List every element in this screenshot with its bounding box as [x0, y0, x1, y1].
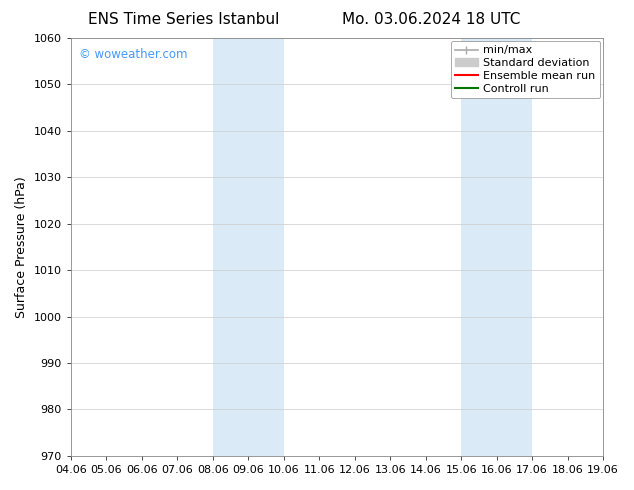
Bar: [461, 38, 532, 456]
Y-axis label: Surface Pressure (hPa): Surface Pressure (hPa): [15, 176, 28, 318]
Legend: min/max, Standard deviation, Ensemble mean run, Controll run: min/max, Standard deviation, Ensemble me…: [451, 41, 600, 98]
Text: ENS Time Series Istanbul: ENS Time Series Istanbul: [88, 12, 280, 27]
Text: © woweather.com: © woweather.com: [79, 48, 187, 61]
Bar: [212, 38, 283, 456]
Text: Mo. 03.06.2024 18 UTC: Mo. 03.06.2024 18 UTC: [342, 12, 521, 27]
